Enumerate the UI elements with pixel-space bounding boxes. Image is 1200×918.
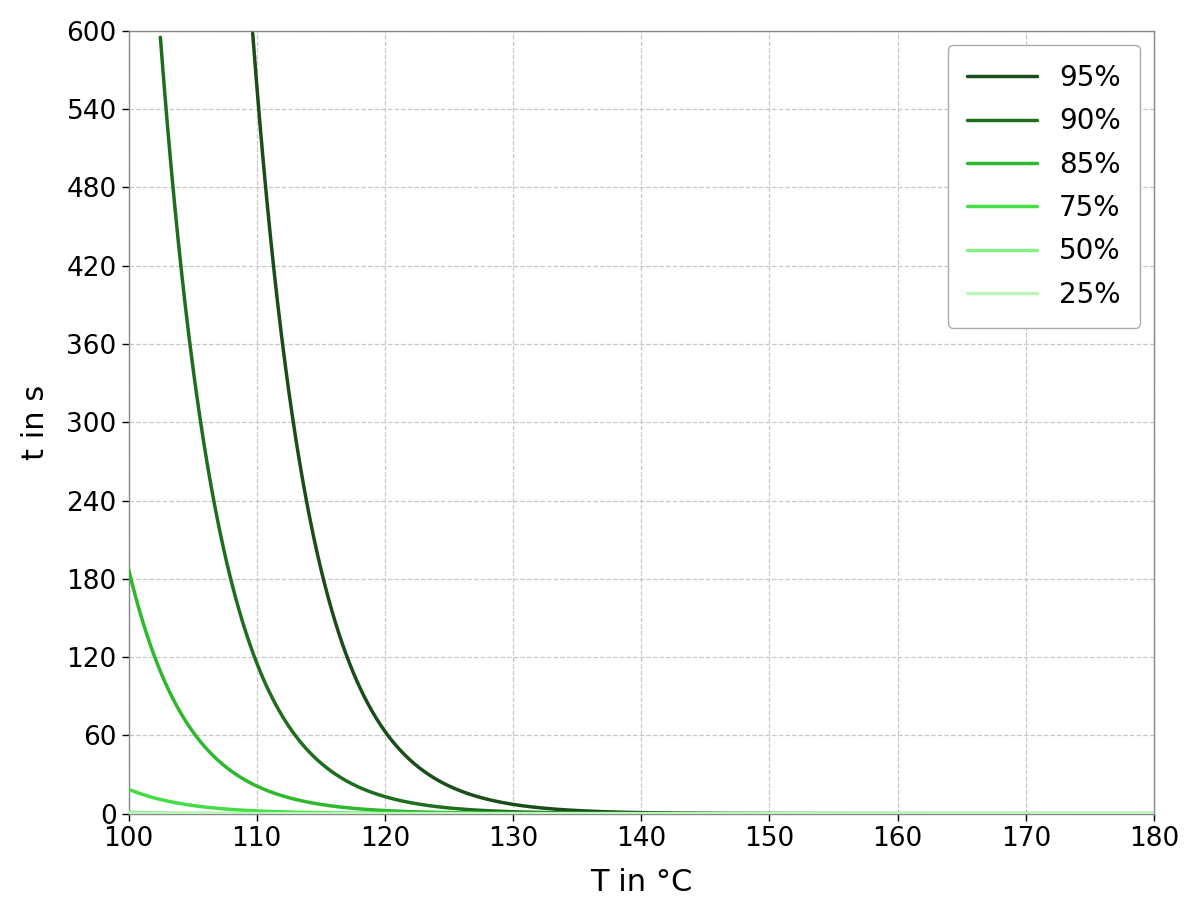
90% (812, 808, 827, 819)
50% (1117, 808, 1132, 819)
85% (174, 708, 188, 719)
90% (1147, 808, 1162, 819)
90% (835, 808, 850, 819)
85% (1116, 808, 1130, 819)
75% (174, 798, 188, 809)
95% (1147, 808, 1162, 819)
25% (929, 808, 943, 819)
25% (593, 808, 607, 819)
85% (1117, 808, 1132, 819)
85% (121, 564, 136, 575)
75% (1117, 808, 1132, 819)
90% (1134, 808, 1148, 819)
75% (620, 808, 635, 819)
25% (174, 808, 188, 819)
75% (593, 808, 607, 819)
85% (620, 808, 635, 819)
50% (121, 807, 136, 818)
Legend: 95%, 90%, 85%, 75%, 50%, 25%: 95%, 90%, 85%, 75%, 50%, 25% (948, 45, 1140, 328)
Line: 90%: 90% (161, 38, 1154, 813)
95% (841, 808, 856, 819)
75% (1116, 808, 1130, 819)
Y-axis label: t in s: t in s (20, 385, 50, 460)
50% (1116, 808, 1130, 819)
25% (121, 808, 136, 819)
75% (929, 808, 943, 819)
90% (697, 808, 712, 819)
95% (1123, 808, 1138, 819)
75% (121, 784, 136, 795)
25% (620, 808, 635, 819)
95% (706, 808, 720, 819)
Line: 50%: 50% (128, 812, 1154, 813)
50% (593, 808, 607, 819)
Line: 85%: 85% (128, 569, 1154, 813)
X-axis label: T in °C: T in °C (590, 868, 692, 897)
95% (246, 28, 260, 39)
25% (1116, 808, 1130, 819)
85% (593, 808, 607, 819)
90% (1097, 808, 1111, 819)
75% (1147, 808, 1162, 819)
50% (174, 808, 188, 819)
95% (828, 808, 842, 819)
90% (947, 808, 961, 819)
25% (1147, 808, 1162, 819)
95% (396, 748, 410, 759)
25% (1117, 808, 1132, 819)
50% (620, 808, 635, 819)
50% (929, 808, 943, 819)
Line: 75%: 75% (128, 789, 1154, 813)
Line: 95%: 95% (253, 33, 1154, 813)
85% (929, 808, 943, 819)
85% (1147, 808, 1162, 819)
50% (1147, 808, 1162, 819)
90% (154, 32, 168, 43)
95% (529, 802, 544, 813)
